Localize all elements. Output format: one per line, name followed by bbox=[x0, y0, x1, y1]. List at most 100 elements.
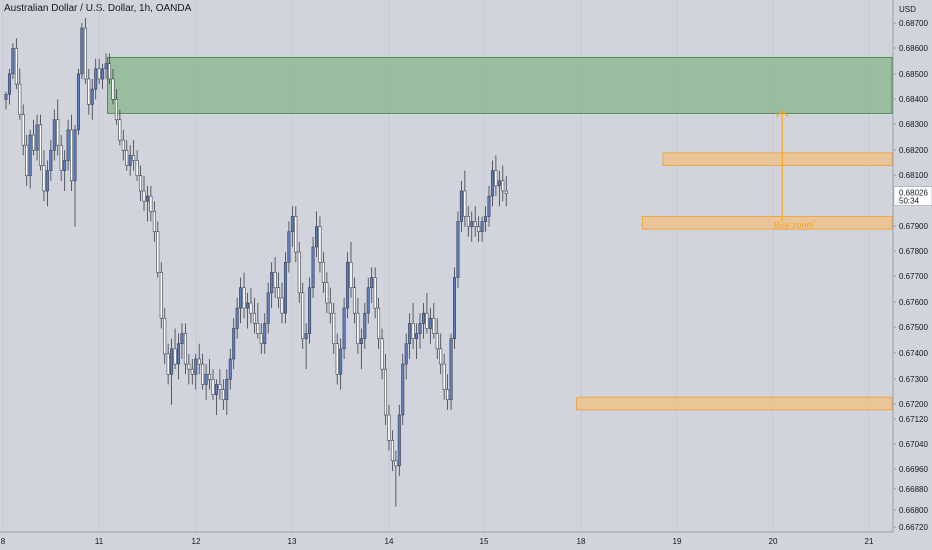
candle-body bbox=[125, 149, 129, 166]
candle-body bbox=[104, 63, 108, 70]
candle-body bbox=[252, 312, 256, 324]
price-tick-label: 0.68300 bbox=[899, 120, 928, 129]
candle-body bbox=[259, 333, 263, 345]
candle-body bbox=[339, 348, 343, 375]
candle-body bbox=[173, 348, 177, 365]
price-tick-label: 0.67600 bbox=[899, 298, 928, 307]
price-tick-label: 0.68400 bbox=[899, 95, 928, 104]
candle-body bbox=[239, 287, 243, 309]
candle-body bbox=[87, 78, 91, 105]
candle-body bbox=[297, 251, 301, 294]
candles bbox=[4, 17, 508, 507]
price-axis-bg bbox=[893, 0, 932, 550]
candle-body bbox=[415, 333, 419, 339]
candle-body bbox=[14, 48, 18, 85]
candle-body bbox=[463, 190, 467, 217]
candle-body bbox=[370, 277, 374, 289]
candle-body bbox=[135, 160, 139, 177]
candle-body bbox=[404, 343, 408, 365]
candle-body bbox=[49, 149, 53, 171]
candle-body bbox=[411, 323, 415, 339]
candle-body bbox=[246, 302, 250, 309]
candle-body bbox=[52, 119, 56, 151]
candle-body bbox=[235, 307, 239, 329]
time-axis-bg bbox=[0, 532, 932, 550]
price-tick-label: 0.66960 bbox=[899, 465, 928, 474]
time-tick-label: 21 bbox=[865, 537, 874, 546]
candle-body bbox=[94, 68, 98, 90]
candle-body bbox=[277, 287, 281, 299]
price-tick-label: 0.67120 bbox=[899, 415, 928, 424]
candle-body bbox=[45, 170, 49, 192]
candle-body bbox=[377, 307, 381, 339]
candle-body bbox=[21, 114, 25, 146]
candle-body bbox=[301, 292, 305, 339]
candle-body bbox=[425, 312, 429, 329]
candle-body bbox=[494, 170, 498, 187]
price-tick-label: 0.66880 bbox=[899, 485, 928, 494]
candle-body bbox=[325, 282, 329, 304]
price-tick-label: 0.68100 bbox=[899, 171, 928, 180]
candle-body bbox=[59, 144, 63, 171]
candle-body bbox=[418, 323, 422, 334]
candle-body bbox=[211, 379, 215, 395]
candle-body bbox=[321, 261, 325, 283]
candle-body bbox=[473, 221, 477, 227]
candle-body bbox=[18, 83, 22, 115]
candle-body bbox=[456, 221, 460, 278]
candle-body bbox=[187, 363, 191, 370]
candle-body bbox=[359, 338, 363, 345]
price-tick-label: 0.67500 bbox=[899, 323, 928, 332]
candle-body bbox=[304, 333, 308, 339]
zone-support bbox=[576, 396, 893, 411]
candle-body bbox=[394, 460, 398, 467]
candle-body bbox=[280, 297, 284, 314]
time-tick-label: 13 bbox=[288, 537, 297, 546]
candle-body bbox=[439, 348, 443, 365]
candle-body bbox=[283, 261, 287, 314]
candle-body bbox=[11, 48, 15, 75]
candle-body bbox=[256, 323, 260, 334]
candle-body bbox=[335, 343, 339, 375]
candle-body bbox=[73, 129, 77, 182]
candle-body bbox=[446, 389, 450, 401]
candle-body bbox=[25, 144, 29, 177]
price-tick-label: 0.67040 bbox=[899, 440, 928, 449]
candle-body bbox=[166, 353, 170, 375]
candle-body bbox=[366, 287, 370, 314]
candle-body bbox=[266, 292, 270, 324]
candle-body bbox=[63, 160, 67, 171]
candle-body bbox=[183, 333, 187, 365]
candle-body bbox=[466, 216, 470, 227]
zone-resistance bbox=[662, 152, 893, 166]
candle-body bbox=[66, 129, 70, 161]
candle-body bbox=[38, 124, 42, 166]
time-tick-label: 20 bbox=[769, 537, 778, 546]
candle-body bbox=[421, 312, 425, 324]
candle-body bbox=[287, 231, 291, 263]
candle-body bbox=[152, 211, 156, 233]
candle-body bbox=[42, 165, 46, 192]
candle-body bbox=[449, 338, 453, 401]
candle-body bbox=[197, 358, 201, 365]
candle-body bbox=[32, 134, 36, 151]
candle-body bbox=[221, 389, 225, 401]
candle-body bbox=[28, 134, 32, 177]
candle-body bbox=[118, 119, 122, 141]
candle-body bbox=[490, 170, 494, 197]
candle-body bbox=[459, 190, 463, 222]
candle-body bbox=[201, 363, 205, 385]
candle-body bbox=[204, 373, 208, 385]
price-tick-label: 0.67700 bbox=[899, 272, 928, 281]
price-tick-label: 0.68200 bbox=[899, 146, 928, 155]
time-tick-label: 19 bbox=[673, 537, 682, 546]
candle-body bbox=[373, 277, 377, 309]
candle-body bbox=[194, 358, 198, 375]
last-price-badge bbox=[893, 186, 932, 206]
candle-body bbox=[170, 348, 174, 375]
candle-body bbox=[290, 216, 294, 233]
candle-body bbox=[318, 226, 322, 263]
